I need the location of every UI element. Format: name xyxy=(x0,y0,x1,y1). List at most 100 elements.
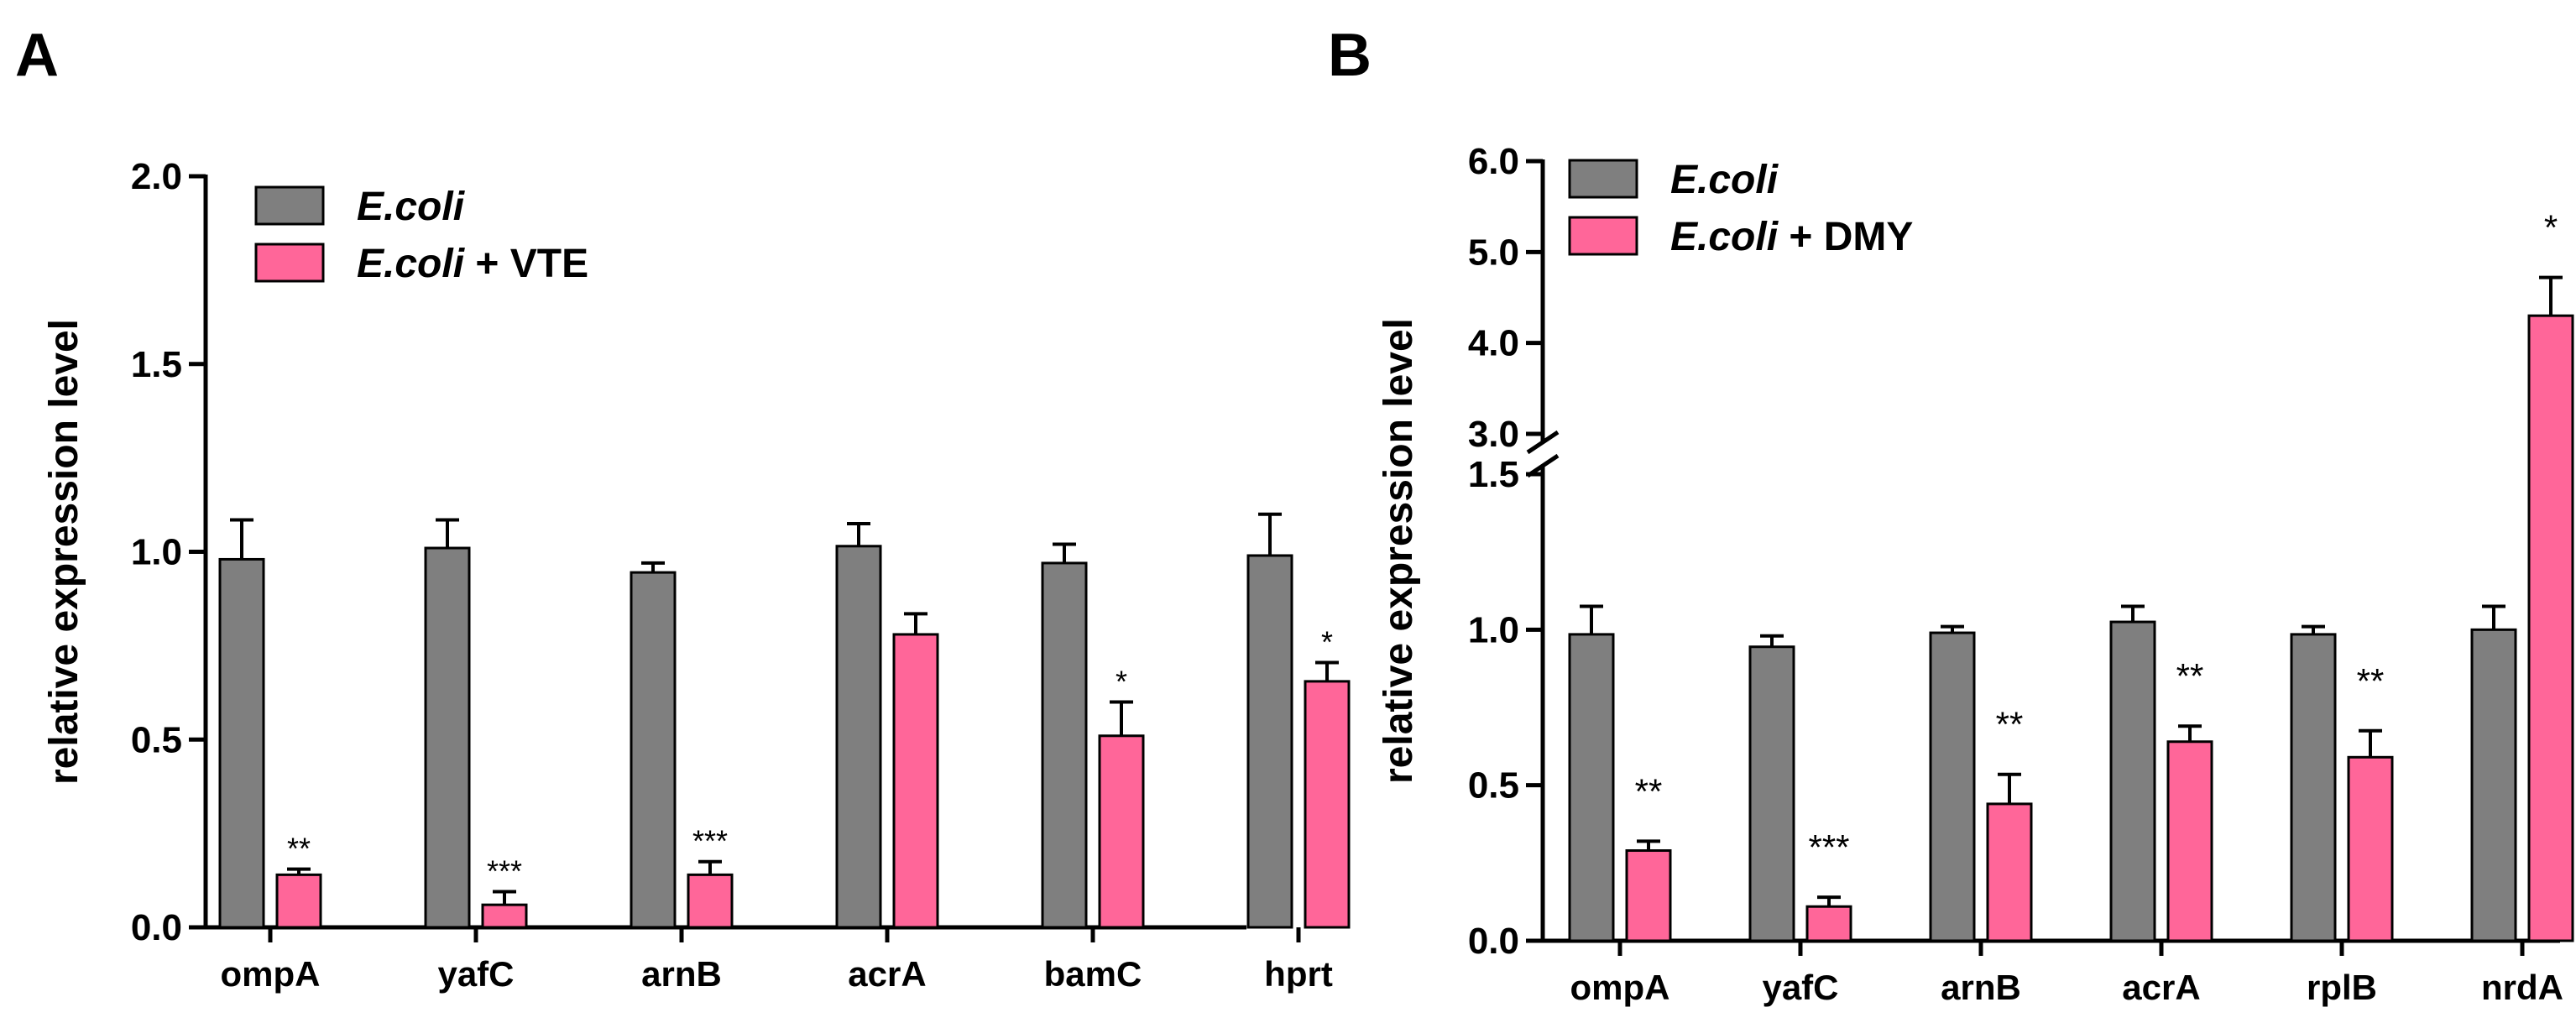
bar-ecoli xyxy=(424,546,471,929)
x-tick-label: acrA xyxy=(2122,968,2200,1007)
x-tick-label: arnB xyxy=(1941,968,2021,1007)
y-tick-label: 1.0 xyxy=(131,532,182,573)
error-bar xyxy=(436,518,459,549)
error-bar xyxy=(2359,728,2382,758)
error-bar xyxy=(698,859,722,875)
y-tick-label: 0.5 xyxy=(131,719,182,760)
y-tick-label: 1.5 xyxy=(131,344,182,385)
bar-ecoli-dmy xyxy=(2347,755,2394,942)
x-tick-label: acrA xyxy=(848,954,926,994)
bar-ecoli-vte xyxy=(275,873,322,929)
x-tick-label: ompA xyxy=(221,954,321,994)
error-bar xyxy=(904,612,927,634)
error-bar xyxy=(1258,512,1282,556)
bar-ecoli xyxy=(1246,554,1293,929)
significance-label: ** xyxy=(1996,705,2024,744)
legend-swatch xyxy=(1568,216,1638,256)
bar-ecoli xyxy=(1748,645,1795,942)
error-bar xyxy=(2121,604,2145,623)
significance-label: *** xyxy=(487,853,522,888)
x-tick-label: rplB xyxy=(2307,968,2377,1007)
bar-ecoli-dmy xyxy=(2166,740,2213,942)
error-bar xyxy=(1580,604,1603,634)
bar-ecoli xyxy=(835,545,882,929)
x-tick-label: hprt xyxy=(1264,954,1333,994)
significance-label: *** xyxy=(1808,827,1849,867)
significance-label: * xyxy=(1321,625,1333,660)
bar-ecoli-vte xyxy=(1098,734,1145,929)
panel-a: A 0.0 0.5 1.0 1.5 2.0 relative expression leve… xyxy=(15,22,1351,994)
bar-ecoli-dmy xyxy=(1805,905,1852,942)
x-tick-label: ompA xyxy=(1570,968,1670,1007)
legend-label-italic: E.coli xyxy=(357,185,466,229)
legend-label-italic: E.coli xyxy=(1670,158,1779,202)
bar-ecoli xyxy=(2109,620,2156,942)
y-axis-title: relative expression level xyxy=(42,319,86,785)
x-tick-label: yafC xyxy=(437,954,514,994)
bar-ecoli-vte xyxy=(481,903,528,929)
bar-ecoli-vte xyxy=(892,633,939,929)
significance-label: *** xyxy=(692,824,728,859)
x-tick-label: yafC xyxy=(1762,968,1838,1007)
bar-ecoli xyxy=(1929,631,1976,942)
y-tick-label: 5.0 xyxy=(1468,232,1519,273)
error-bar xyxy=(2302,624,2325,634)
bar-ecoli xyxy=(630,571,677,929)
error-bar xyxy=(2482,604,2505,630)
bar-ecoli-dmy xyxy=(2527,314,2574,942)
bar-ecoli xyxy=(1568,633,1615,942)
error-bar xyxy=(641,561,665,573)
bar-ecoli xyxy=(2290,633,2337,942)
bar-ecoli xyxy=(1041,561,1088,929)
error-bar xyxy=(230,518,253,560)
error-bar xyxy=(1637,839,1660,851)
error-bar xyxy=(1817,895,1841,907)
legend-label: E.coli xyxy=(1670,158,1779,202)
y-tick-label: 1.5 xyxy=(1468,454,1519,495)
error-bar xyxy=(1110,700,1133,736)
legend-swatch xyxy=(254,185,325,226)
error-bar xyxy=(847,521,870,546)
error-bar xyxy=(1053,542,1076,563)
error-bar xyxy=(2178,724,2202,742)
y-tick-label: 3.0 xyxy=(1468,414,1519,455)
panel-letter-a: A xyxy=(15,22,59,89)
legend-label: E.coli xyxy=(357,185,466,229)
bar-ecoli-dmy xyxy=(1625,849,1672,942)
bar-ecoli-dmy xyxy=(1986,802,2033,942)
panel-b: B 0.0 0.5 1.0 1.53.0 4.0 5.0 6.0 relative expres… xyxy=(1328,22,2574,1007)
legend-label-suffix: + DMY xyxy=(1778,215,1913,259)
legend-label: E.coli + DMY xyxy=(1670,215,1913,259)
error-bar xyxy=(493,890,516,906)
y-tick-label: 6.0 xyxy=(1468,141,1519,182)
significance-label: ** xyxy=(1635,771,1663,811)
significance-label: * xyxy=(1116,665,1127,699)
legend-label-suffix: + VTE xyxy=(464,242,588,286)
error-bar xyxy=(1760,634,1784,647)
error-bar xyxy=(1315,660,1339,681)
significance-label: ** xyxy=(2176,656,2204,696)
significance-label: ** xyxy=(2357,661,2385,701)
error-bar xyxy=(1998,772,2021,804)
legend-swatch xyxy=(1568,159,1638,199)
bar-ecoli xyxy=(2470,628,2517,942)
y-tick-label: 1.0 xyxy=(1468,609,1519,650)
y-tick-label: 4.0 xyxy=(1468,323,1519,364)
legend-label-italic: E.coli xyxy=(357,242,466,286)
bar-ecoli-vte xyxy=(1304,680,1351,929)
bar-ecoli-vte xyxy=(687,873,734,929)
significance-label: ** xyxy=(287,832,311,866)
y-axis-title: relative expression level xyxy=(1377,318,1421,784)
y-tick-label: 0.0 xyxy=(1468,921,1519,962)
error-bar xyxy=(1941,624,1964,634)
y-tick-label: 0.0 xyxy=(131,907,182,948)
legend-swatch xyxy=(254,243,325,283)
x-tick-label: arnB xyxy=(641,954,722,994)
y-tick-label: 2.0 xyxy=(131,156,182,197)
significance-label: * xyxy=(2544,208,2558,248)
error-bar xyxy=(2539,275,2563,316)
legend-label: E.coli + VTE xyxy=(357,242,588,286)
x-tick-label: bamC xyxy=(1044,954,1142,994)
y-tick-label: 0.5 xyxy=(1468,765,1519,806)
